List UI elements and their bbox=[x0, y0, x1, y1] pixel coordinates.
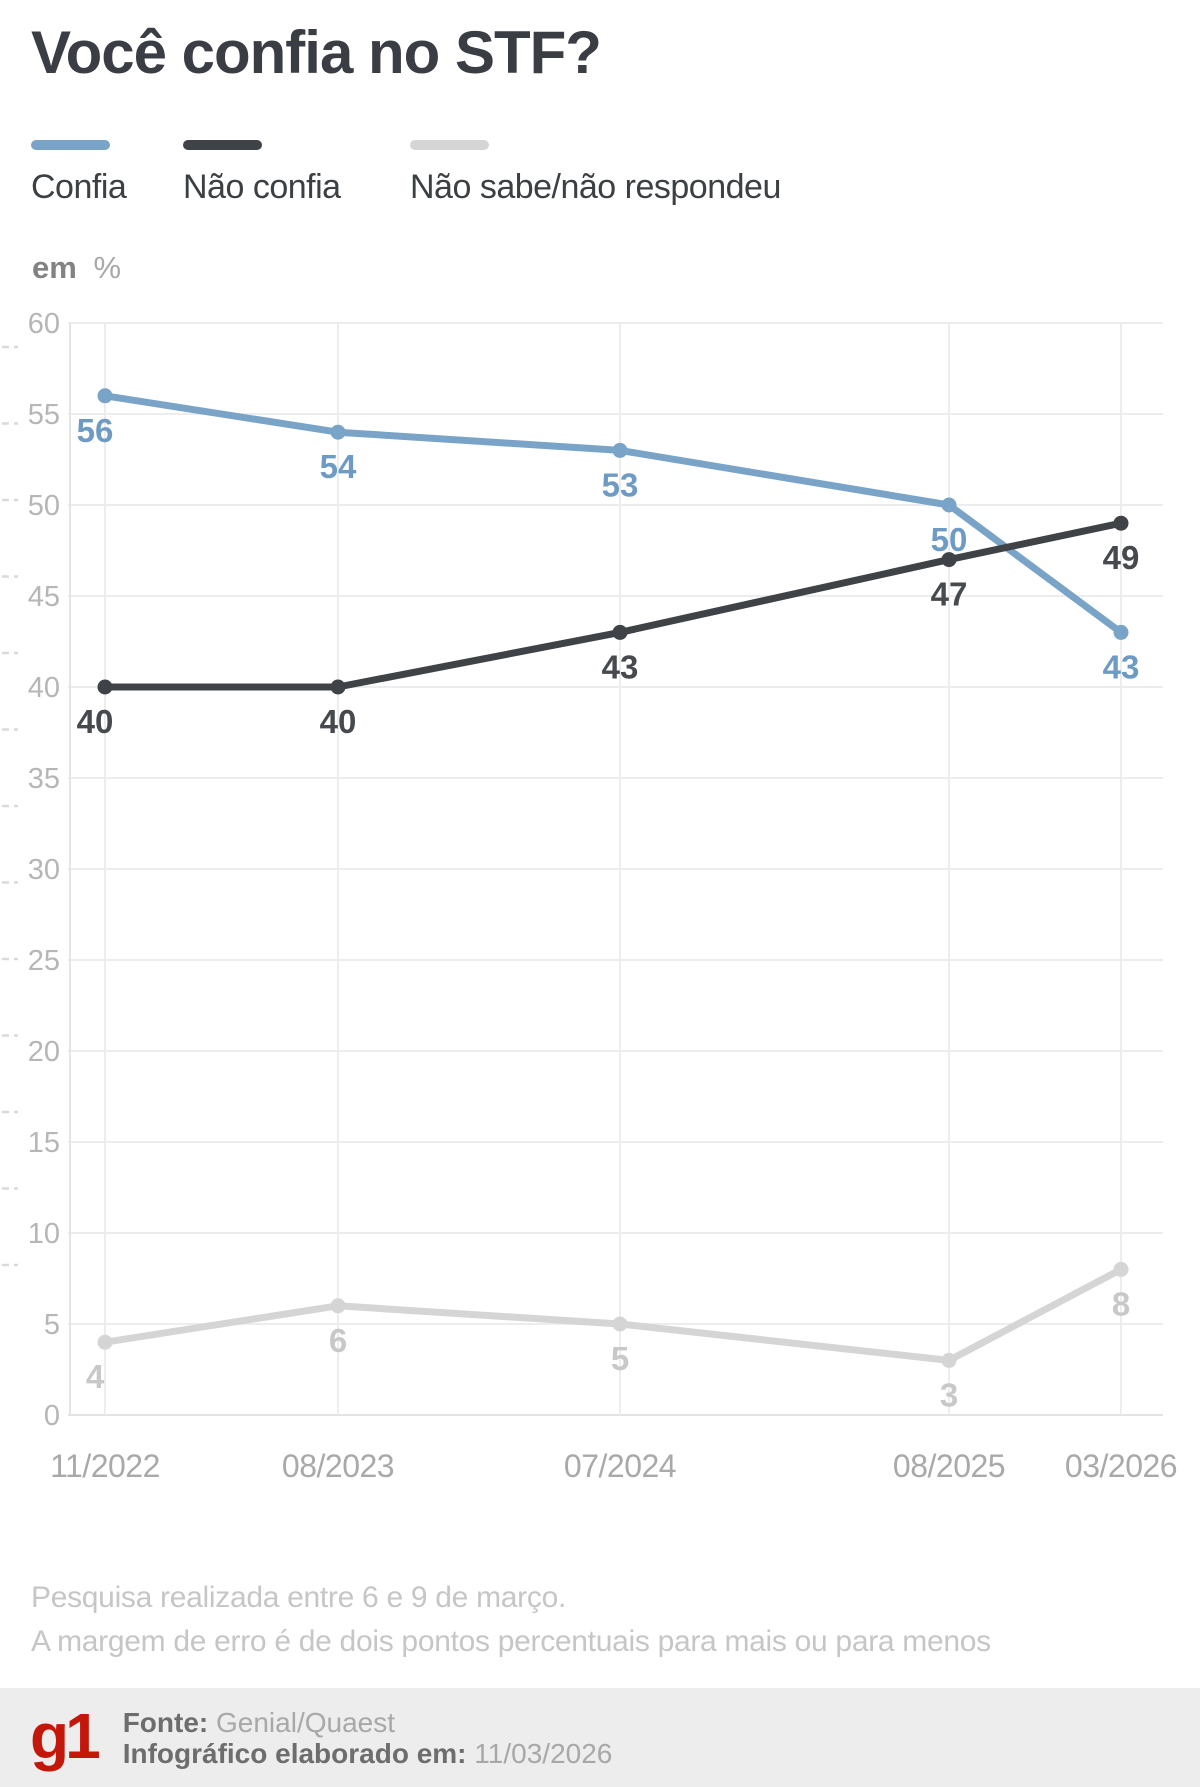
y-tick-label: 5 bbox=[44, 1309, 60, 1341]
value-label: 3 bbox=[940, 1376, 958, 1413]
value-label: 47 bbox=[931, 576, 968, 613]
value-label: 40 bbox=[320, 703, 357, 740]
made-value: 11/03/2026 bbox=[474, 1737, 613, 1769]
y-axis-unit-title: em % bbox=[32, 250, 121, 286]
data-point bbox=[1113, 624, 1129, 640]
y-tick-label: 15 bbox=[28, 1127, 60, 1159]
footer-credits: Fonte: Genial/Quaest Infográfico elabora… bbox=[123, 1707, 613, 1769]
legend-item-nao-sabe: Não sabe/não respondeu bbox=[410, 140, 781, 207]
y-tick-label: 45 bbox=[28, 581, 60, 613]
y-axis-unit-prefix: em bbox=[32, 250, 77, 285]
y-tick-label: 0 bbox=[44, 1400, 60, 1432]
value-label: 50 bbox=[931, 521, 968, 558]
g1-logo: g1 bbox=[30, 1699, 101, 1772]
legend-item-nao-confia: Não confia bbox=[183, 140, 341, 207]
data-point bbox=[612, 624, 628, 640]
value-label: 40 bbox=[77, 703, 114, 740]
data-point bbox=[97, 1334, 113, 1350]
data-point bbox=[1113, 1261, 1129, 1277]
legend-swatch-confia-icon bbox=[31, 140, 110, 150]
source-value: Genial/Quaest bbox=[216, 1706, 395, 1738]
y-tick-label: 10 bbox=[28, 1218, 60, 1250]
y-tick-label: 60 bbox=[28, 308, 60, 340]
data-point bbox=[612, 1316, 628, 1332]
value-label: 53 bbox=[602, 466, 639, 503]
y-tick-label: 30 bbox=[28, 854, 60, 886]
legend-swatch-nao-confia-icon bbox=[183, 140, 262, 150]
y-axis-unit-symbol: % bbox=[93, 250, 122, 285]
data-point bbox=[941, 1352, 957, 1368]
y-tick-label: 55 bbox=[28, 399, 60, 431]
x-tick-label: 08/2023 bbox=[282, 1448, 394, 1484]
value-label: 43 bbox=[602, 648, 639, 685]
legend-label-confia: Confia bbox=[31, 168, 127, 206]
footer-bar: g1 Fonte: Genial/Quaest Infográfico elab… bbox=[0, 1688, 1200, 1787]
footnote-survey-dates: Pesquisa realizada entre 6 e 9 de março. bbox=[31, 1581, 566, 1614]
data-point bbox=[330, 679, 346, 695]
y-tick-label: 35 bbox=[28, 763, 60, 795]
value-label: 5 bbox=[611, 1340, 629, 1377]
value-label: 6 bbox=[329, 1322, 347, 1359]
legend-swatch-nao-sabe-icon bbox=[410, 140, 489, 150]
footer-source-line: Fonte: Genial/Quaest bbox=[123, 1707, 613, 1738]
data-point bbox=[1113, 515, 1129, 531]
data-point bbox=[941, 552, 957, 568]
source-label: Fonte: bbox=[122, 1706, 209, 1738]
data-point bbox=[97, 388, 113, 404]
data-point bbox=[330, 1298, 346, 1314]
y-tick-label: 50 bbox=[28, 490, 60, 522]
value-label: 49 bbox=[1103, 539, 1140, 576]
y-tick-label: 20 bbox=[28, 1036, 60, 1068]
data-point bbox=[612, 442, 628, 458]
value-label: 54 bbox=[320, 448, 357, 485]
value-label: 56 bbox=[77, 412, 114, 449]
value-label: 8 bbox=[1112, 1285, 1130, 1322]
value-label: 43 bbox=[1103, 648, 1140, 685]
x-tick-label: 07/2024 bbox=[564, 1448, 676, 1484]
data-point bbox=[97, 679, 113, 695]
y-tick-label: 25 bbox=[28, 945, 60, 977]
x-tick-label: 08/2025 bbox=[893, 1448, 1005, 1484]
legend-label-nao-confia: Não confia bbox=[183, 168, 341, 206]
page-title: Você confia no STF? bbox=[31, 19, 602, 86]
footer-made-line: Infográfico elaborado em: 11/03/2026 bbox=[123, 1738, 613, 1769]
x-tick-label: 11/2022 bbox=[50, 1448, 160, 1484]
x-tick-label: 03/2026 bbox=[1065, 1448, 1177, 1484]
value-label: 4 bbox=[86, 1358, 105, 1395]
legend-item-confia: Confia bbox=[31, 140, 127, 207]
y-tick-label: 40 bbox=[28, 672, 60, 704]
data-point bbox=[330, 424, 346, 440]
data-point bbox=[941, 497, 957, 513]
made-label: Infográfico elaborado em: bbox=[122, 1737, 467, 1769]
footnotes: Pesquisa realizada entre 6 e 9 de março.… bbox=[31, 1576, 1181, 1664]
legend-label-nao-sabe: Não sabe/não respondeu bbox=[410, 168, 781, 206]
footnote-margin-of-error: A margem de erro é de dois pontos percen… bbox=[31, 1625, 991, 1658]
